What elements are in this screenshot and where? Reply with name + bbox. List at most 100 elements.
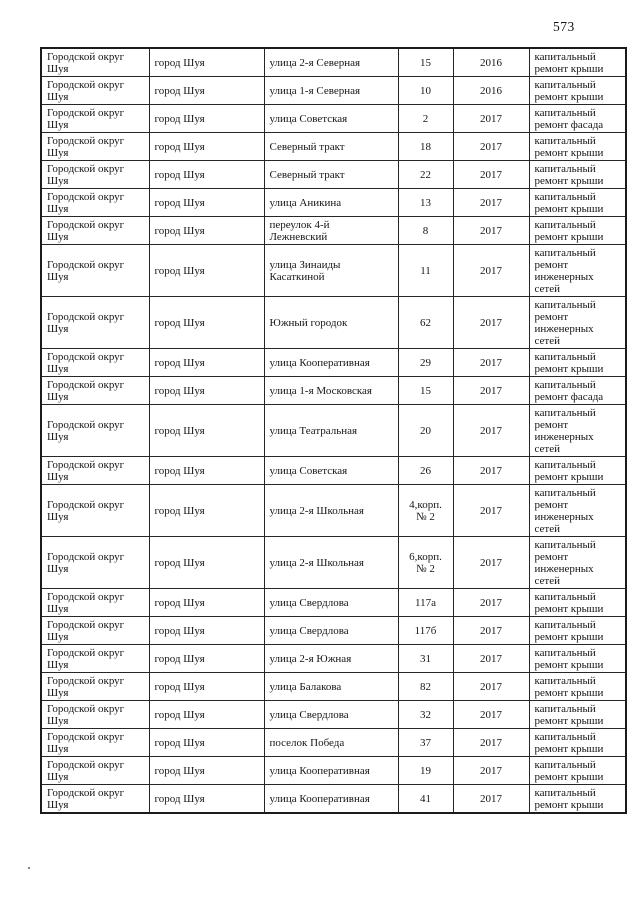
year-cell: 2017 (452, 484, 530, 537)
work-cell: капитальный ремонт крыши (528, 728, 627, 757)
work-cell: капитальный ремонт крыши (528, 588, 627, 617)
work-cell: капитальный ремонт крыши (528, 188, 627, 217)
street-cell: улица 2-я Северная (263, 47, 399, 77)
city-cell: город Шуя (148, 700, 265, 729)
district-cell: Городской округ Шуя (40, 456, 150, 485)
district-cell: Городской округ Шуя (40, 348, 150, 377)
table-row: Городской округ Шуя город Шуя улица Свер… (40, 700, 627, 729)
work-cell: капитальный ремонт инженерных сетей (528, 536, 627, 589)
city-cell: город Шуя (148, 244, 265, 297)
city-cell: город Шуя (148, 188, 265, 217)
work-cell: капитальный ремонт крыши (528, 700, 627, 729)
house-cell: 6,корп. № 2 (397, 536, 454, 589)
table-row: Городской округ Шуя город Шуя Северный т… (40, 160, 627, 189)
table-row: Городской округ Шуя город Шуя улица Свер… (40, 588, 627, 617)
year-cell: 2016 (452, 76, 530, 105)
street-cell: улица Аникина (263, 188, 399, 217)
table-row: Городской округ Шуя город Шуя улица 1-я … (40, 76, 627, 105)
house-cell: 41 (397, 784, 454, 814)
district-cell: Городской округ Шуя (40, 588, 150, 617)
house-cell: 26 (397, 456, 454, 485)
city-cell: город Шуя (148, 536, 265, 589)
street-cell: Северный тракт (263, 160, 399, 189)
street-cell: улица 2-я Школьная (263, 484, 399, 537)
work-cell: капитальный ремонт крыши (528, 76, 627, 105)
table-row: Городской округ Шуя город Шуя улица Бала… (40, 672, 627, 701)
district-cell: Городской округ Шуя (40, 784, 150, 814)
table-row: Городской округ Шуя город Шуя улица Теат… (40, 404, 627, 457)
work-cell: капитальный ремонт крыши (528, 756, 627, 785)
district-cell: Городской округ Шуя (40, 700, 150, 729)
table-row: Городской округ Шуя город Шуя переулок 4… (40, 216, 627, 245)
table-row: Городской округ Шуя город Шуя Северный т… (40, 132, 627, 161)
year-cell: 2017 (452, 700, 530, 729)
year-cell: 2017 (452, 644, 530, 673)
district-cell: Городской округ Шуя (40, 76, 150, 105)
year-cell: 2017 (452, 588, 530, 617)
street-cell: улица 1-я Северная (263, 76, 399, 105)
work-cell: капитальный ремонт крыши (528, 132, 627, 161)
year-cell: 2017 (452, 536, 530, 589)
district-cell: Городской округ Шуя (40, 404, 150, 457)
table-row: Городской округ Шуя город Шуя Южный горо… (40, 296, 627, 349)
work-cell: капитальный ремонт крыши (528, 160, 627, 189)
district-cell: Городской округ Шуя (40, 47, 150, 77)
house-cell: 20 (397, 404, 454, 457)
street-cell: улица Свердлова (263, 616, 399, 645)
work-cell: капитальный ремонт крыши (528, 784, 627, 814)
district-cell: Городской округ Шуя (40, 216, 150, 245)
district-cell: Городской округ Шуя (40, 188, 150, 217)
street-cell: поселок Победа (263, 728, 399, 757)
table-row: Городской округ Шуя город Шуя улица Зина… (40, 244, 627, 297)
work-cell: капитальный ремонт инженерных сетей (528, 484, 627, 537)
street-cell: улица Кооперативная (263, 756, 399, 785)
house-cell: 37 (397, 728, 454, 757)
city-cell: город Шуя (148, 728, 265, 757)
city-cell: город Шуя (148, 76, 265, 105)
street-cell: улица 2-я Южная (263, 644, 399, 673)
repair-table: Городской округ Шуя город Шуя улица 2-я … (40, 47, 627, 814)
work-cell: капитальный ремонт крыши (528, 216, 627, 245)
year-cell: 2017 (452, 756, 530, 785)
district-cell: Городской округ Шуя (40, 376, 150, 405)
city-cell: город Шуя (148, 132, 265, 161)
year-cell: 2017 (452, 348, 530, 377)
year-cell: 2017 (452, 188, 530, 217)
street-cell: улица Советская (263, 456, 399, 485)
table-row: Городской округ Шуя город Шуя улица 2-я … (40, 644, 627, 673)
district-cell: Городской округ Шуя (40, 244, 150, 297)
house-cell: 8 (397, 216, 454, 245)
street-cell: улица Зинаиды Касаткиной (263, 244, 399, 297)
city-cell: город Шуя (148, 376, 265, 405)
street-cell: улица 2-я Школьная (263, 536, 399, 589)
page-number: 573 (553, 19, 575, 34)
table-row: Городской округ Шуя город Шуя улица 2-я … (40, 536, 627, 589)
year-cell: 2017 (452, 456, 530, 485)
table-row: Городской округ Шуя город Шуя улица Сове… (40, 104, 627, 133)
district-cell: Городской округ Шуя (40, 484, 150, 537)
house-cell: 117б (397, 616, 454, 645)
street-cell: Южный городок (263, 296, 399, 349)
year-cell: 2017 (452, 104, 530, 133)
year-cell: 2017 (452, 160, 530, 189)
city-cell: город Шуя (148, 456, 265, 485)
work-cell: капитальный ремонт инженерных сетей (528, 404, 627, 457)
house-cell: 117а (397, 588, 454, 617)
house-cell: 11 (397, 244, 454, 297)
street-cell: улица Театральная (263, 404, 399, 457)
table-row: Городской округ Шуя город Шуя поселок По… (40, 728, 627, 757)
scan-artifact-dot (28, 867, 30, 869)
year-cell: 2017 (452, 672, 530, 701)
city-cell: город Шуя (148, 348, 265, 377)
work-cell: капитальный ремонт фасада (528, 376, 627, 405)
street-cell: улица Кооперативная (263, 784, 399, 814)
year-cell: 2017 (452, 132, 530, 161)
district-cell: Городской округ Шуя (40, 672, 150, 701)
house-cell: 15 (397, 376, 454, 405)
house-cell: 2 (397, 104, 454, 133)
work-cell: капитальный ремонт крыши (528, 47, 627, 77)
year-cell: 2017 (452, 244, 530, 297)
district-cell: Городской округ Шуя (40, 644, 150, 673)
work-cell: капитальный ремонт крыши (528, 644, 627, 673)
